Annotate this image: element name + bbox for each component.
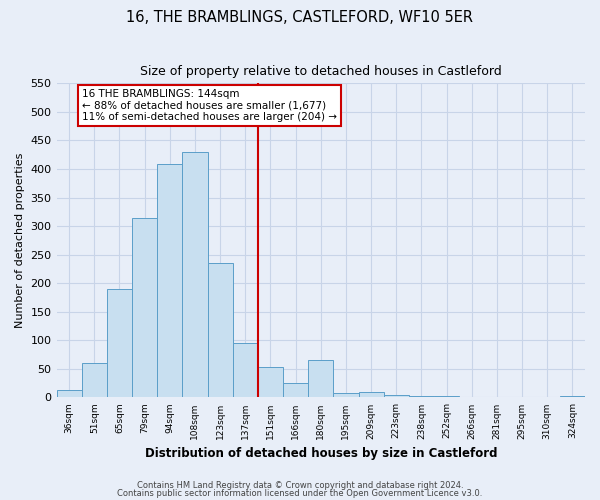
Bar <box>409 396 434 398</box>
Bar <box>283 383 308 398</box>
Bar <box>157 164 182 398</box>
Bar <box>56 390 82 398</box>
Text: 16 THE BRAMBLINGS: 144sqm
← 88% of detached houses are smaller (1,677)
11% of se: 16 THE BRAMBLINGS: 144sqm ← 88% of detac… <box>82 89 337 122</box>
Bar <box>82 363 107 398</box>
Bar <box>107 289 132 398</box>
Bar <box>182 152 208 398</box>
Bar <box>233 343 258 398</box>
Bar <box>132 218 157 398</box>
Bar <box>535 397 560 398</box>
Y-axis label: Number of detached properties: Number of detached properties <box>15 152 25 328</box>
Text: Contains HM Land Registry data © Crown copyright and database right 2024.: Contains HM Land Registry data © Crown c… <box>137 480 463 490</box>
Bar <box>560 396 585 398</box>
Bar <box>383 394 409 398</box>
Bar <box>258 367 283 398</box>
Text: 16, THE BRAMBLINGS, CASTLEFORD, WF10 5ER: 16, THE BRAMBLINGS, CASTLEFORD, WF10 5ER <box>127 10 473 25</box>
Bar <box>509 397 535 398</box>
Bar <box>484 397 509 398</box>
Bar <box>359 392 383 398</box>
Bar <box>459 397 484 398</box>
Title: Size of property relative to detached houses in Castleford: Size of property relative to detached ho… <box>140 65 502 78</box>
Text: Contains public sector information licensed under the Open Government Licence v3: Contains public sector information licen… <box>118 489 482 498</box>
Bar <box>208 263 233 398</box>
Bar <box>334 393 359 398</box>
Bar <box>434 396 459 398</box>
X-axis label: Distribution of detached houses by size in Castleford: Distribution of detached houses by size … <box>145 447 497 460</box>
Bar <box>308 360 334 398</box>
